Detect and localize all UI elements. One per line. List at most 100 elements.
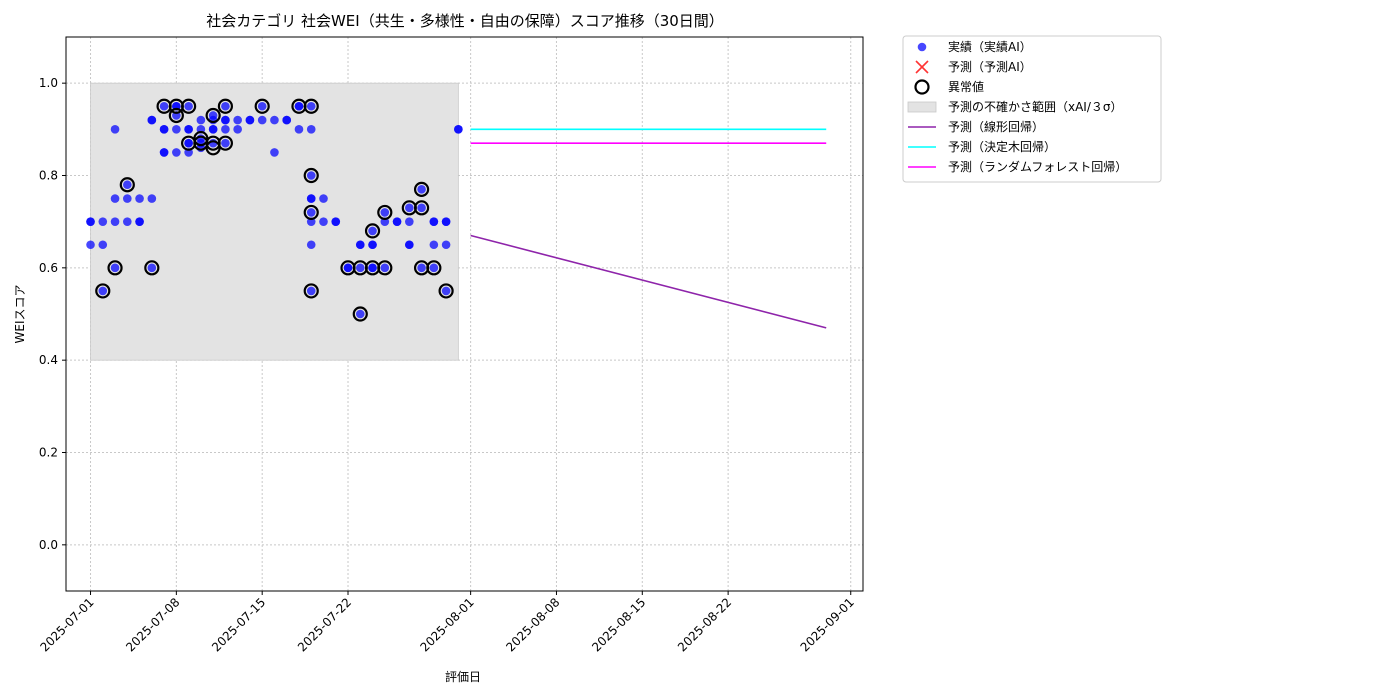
x-tick-label: 2025-07-01 [37,595,96,654]
actual-point [123,194,132,203]
legend-marker-band [907,101,937,113]
actual-point [98,286,108,296]
actual-point [257,115,267,125]
actual-point [405,203,414,213]
x-axis: 2025-07-01 2025-07-08 2025-07-15 2025-07-22… [37,591,857,654]
actual-point [331,217,341,226]
legend-label: 予測（ランダムフォレスト回帰） [948,159,1127,174]
x-tick-label: 2025-07-22 [295,595,354,654]
x-axis-label: 評価日 [445,669,481,684]
actual-point [110,263,120,273]
actual-point [257,101,267,111]
actual-point [110,217,120,226]
x-tick-label: 2025-08-22 [675,595,734,654]
legend-label: 予測（決定木回帰） [948,139,1056,154]
anomaly-ring [95,283,111,299]
actual-point [417,185,426,194]
actual-point [306,208,316,217]
actual-point [110,125,120,134]
actual-point [98,217,108,226]
actual-point [86,217,95,226]
uncertainty-band [90,82,459,361]
anomaly-ring [144,260,160,276]
actual-point [368,263,377,273]
actual-point [159,148,169,157]
actual-point [306,194,316,203]
anomaly-ring [303,283,319,299]
y-axis: 0.0 0.2 0.4 0.6 0.8 1.0 [39,76,66,552]
actual-point [319,194,328,203]
actual-point [355,240,365,250]
actual-point [172,125,181,134]
actual-point [184,101,193,111]
actual-point [441,240,451,250]
plot-border [65,36,864,592]
actual-point [221,101,230,111]
actual-point [184,125,193,134]
x-tick-label: 2025-08-01 [418,595,477,654]
actual-point [159,101,169,111]
actual-points [86,101,463,319]
y-tick-label: 0.4 [39,353,58,367]
anomaly-ring [303,204,319,221]
anomaly-ring [205,107,221,124]
actual-point [98,240,108,250]
forecast-lines [470,128,827,329]
actual-point [221,138,230,148]
actual-point [110,194,120,203]
actual-point [417,203,426,213]
actual-point [221,125,230,134]
actual-point [208,125,218,134]
actual-point [86,240,95,250]
actual-point [306,125,316,134]
plot-frame [65,36,864,592]
anomaly-ring [413,200,430,216]
x-tick-label: 2025-07-15 [209,595,268,654]
actual-point [355,263,365,273]
y-axis-label: WEIスコア [13,285,27,344]
legend-label: 異常値 [948,79,984,94]
anomaly-ring [217,135,233,151]
forecast-line [470,234,827,329]
y-tick-label: 1.0 [39,76,58,90]
actual-point [147,194,157,203]
uncertainty-band-rect [90,82,459,361]
anomaly-ring [426,260,442,276]
actual-point [294,101,304,111]
actual-point [282,115,292,125]
actual-point [417,263,426,273]
actual-point [343,263,353,273]
actual-point [147,263,157,273]
actual-point [172,148,181,157]
x-tick-label: 2025-08-15 [589,595,648,654]
y-tick-label: 0.6 [39,261,58,275]
actual-point [184,138,193,148]
actual-point [233,115,242,125]
actual-point [454,125,463,134]
actual-point [368,240,377,250]
actual-point [135,194,144,203]
actual-point [123,180,132,190]
legend-marker-ring [914,79,930,95]
actual-point [306,286,316,296]
actual-point [123,217,132,226]
actual-point [159,125,169,134]
chart-title: 社会カテゴリ 社会WEI（共生・多様性・自由の保障）スコア推移（30日間） [206,12,724,30]
actual-point [405,217,414,226]
y-tick-label: 0.8 [39,169,58,183]
anomaly-ring [364,223,381,239]
actual-point [368,226,377,236]
anomaly-ring [254,98,270,114]
anomaly-ring [217,98,233,114]
anomaly-ring [181,98,197,114]
legend-label: 予測（予測AI） [948,60,1032,74]
anomaly-ring [303,167,319,184]
actual-point [306,240,316,250]
anomaly-ring [377,204,393,221]
actual-point [196,115,206,125]
y-tick-label: 0.2 [39,446,58,460]
legend-label: 実績（実績AI） [948,39,1032,54]
legend-marker-x [915,60,929,74]
